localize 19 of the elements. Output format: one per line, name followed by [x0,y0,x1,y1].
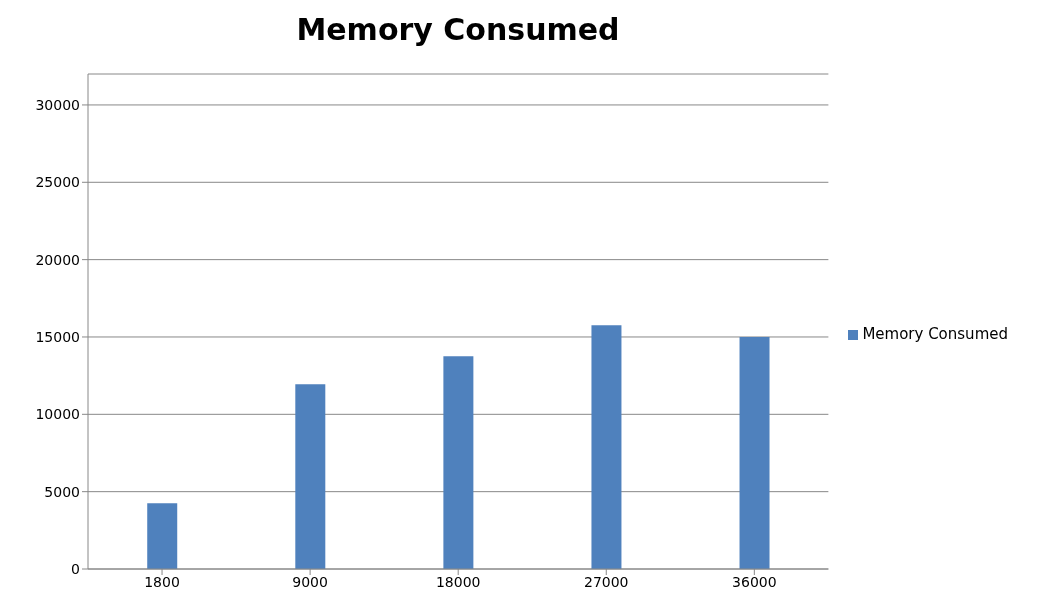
y-tick-label: 30000 [35,96,80,113]
chart-title: Memory Consumed [295,11,621,49]
bar [443,356,474,569]
y-tick-label: 15000 [35,328,80,345]
bar [739,336,770,569]
bar [147,503,178,569]
x-tick-label: 36000 [732,573,777,590]
bar [591,325,622,569]
x-tick-label: 27000 [583,573,629,590]
y-tick-label: 25000 [35,174,80,191]
bar [295,384,326,569]
x-tick-label: 18000 [435,573,481,590]
x-tick-label: 1800 [144,573,180,590]
y-tick-label: 10000 [35,406,80,423]
y-tick-label: 5000 [44,483,80,500]
y-tick-label: 20000 [35,251,80,268]
x-tick-label: 9000 [292,573,328,590]
legend-label: Memory Consumed [862,325,1008,343]
y-tick-label: 0 [71,560,80,577]
